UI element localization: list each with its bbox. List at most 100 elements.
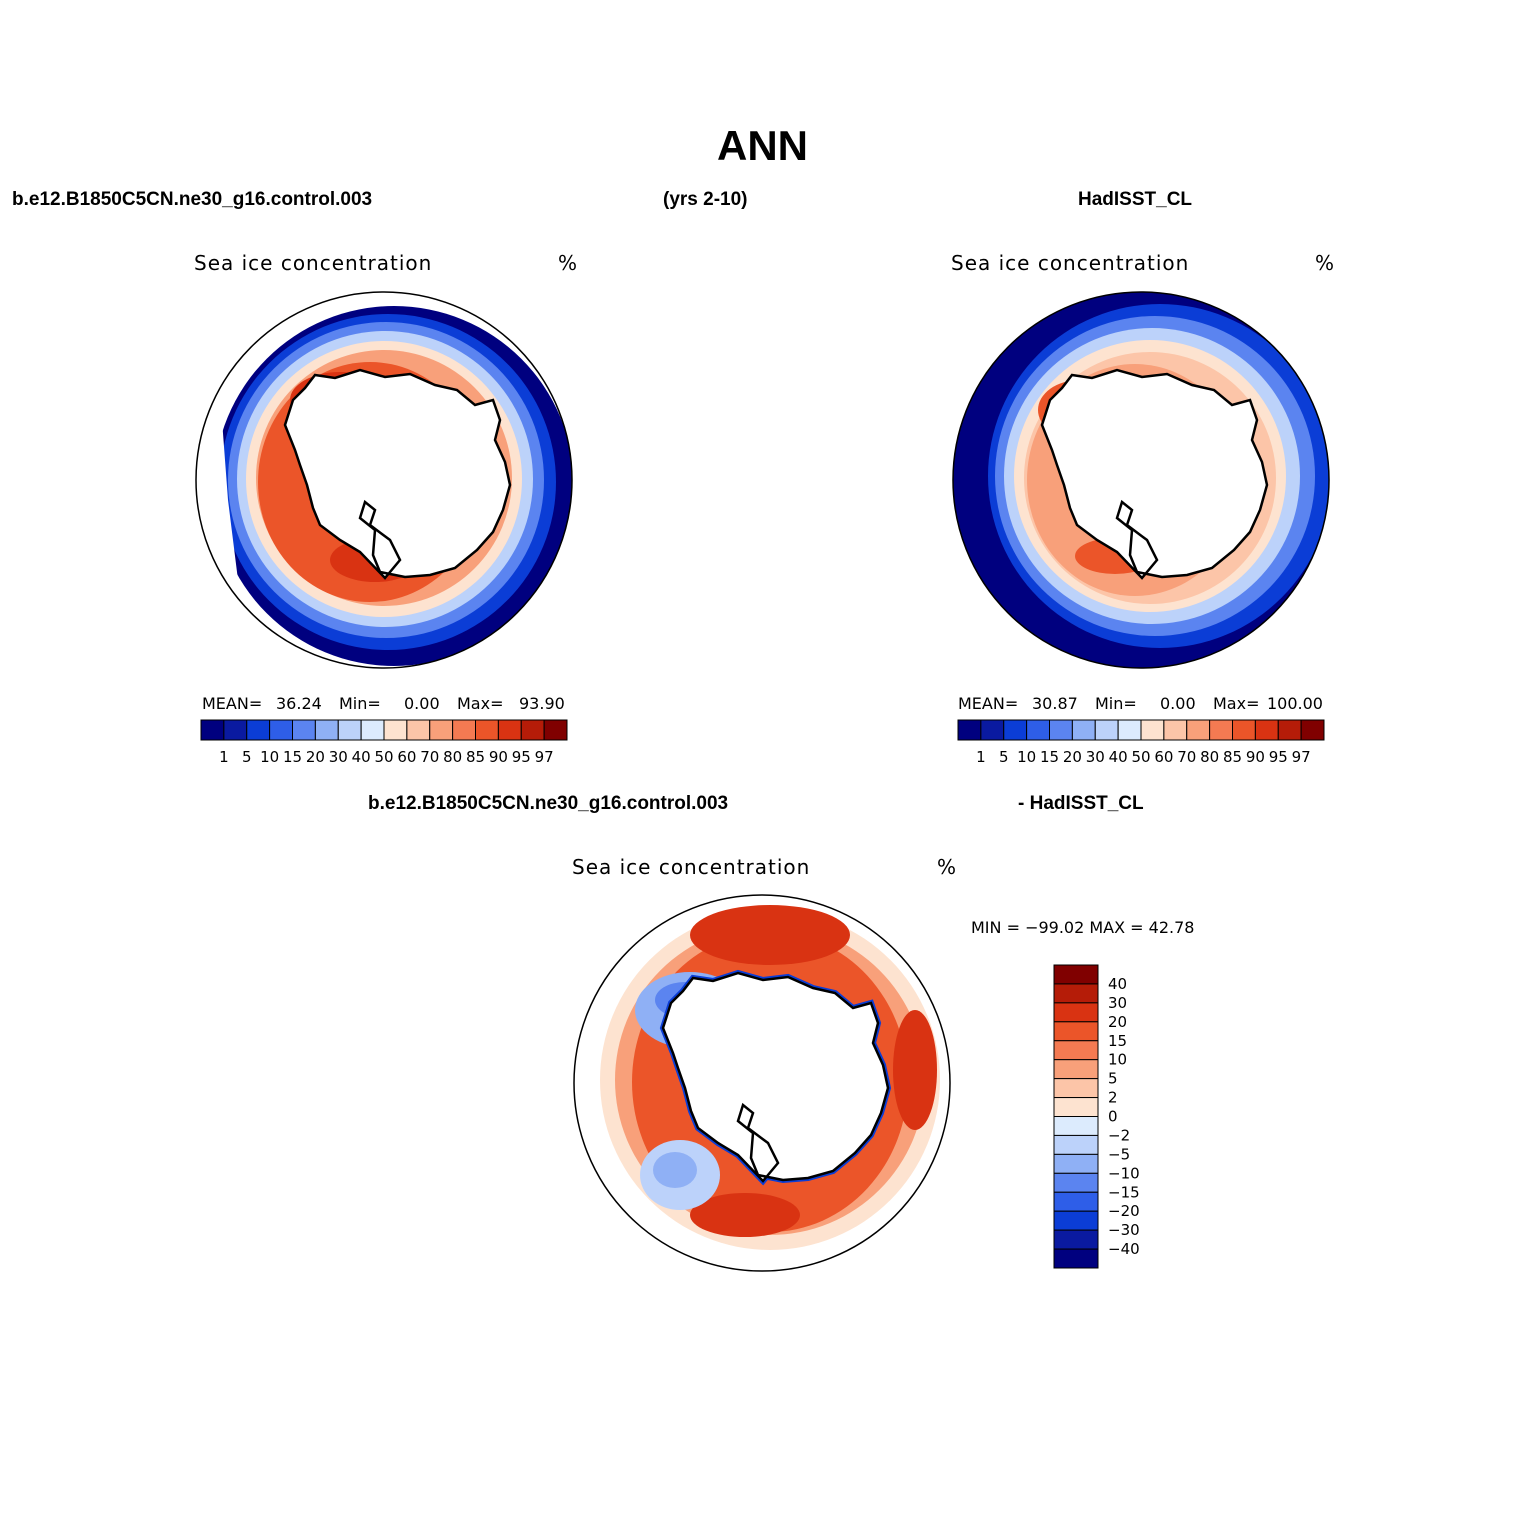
obs-min-value: 0.00 <box>1160 694 1196 713</box>
model-max-label: Max= <box>457 694 504 713</box>
obs-max-label: Max= <box>1213 694 1260 713</box>
model-colorbar-label: 97 <box>535 748 554 766</box>
obs-panel-units: % <box>1315 251 1336 275</box>
diff-colorbar-swatch <box>1053 1229 1099 1250</box>
model-colorbar-swatch <box>314 719 339 741</box>
model-colorbar-label: 40 <box>352 748 371 766</box>
obs-max-value: 100.00 <box>1267 694 1323 713</box>
model-colorbar-label: 1 <box>219 748 229 766</box>
model-colorbar-swatch <box>292 719 316 741</box>
model-colorbar-swatch <box>475 719 499 741</box>
diff-colorbar-label: 20 <box>1108 1013 1127 1031</box>
diff-colorbar-swatch <box>1053 983 1099 1004</box>
model-map <box>196 292 572 668</box>
obs-colorbar-label: 50 <box>1131 748 1150 766</box>
model-colorbar-label: 15 <box>283 748 302 766</box>
obs-colorbar-label: 90 <box>1246 748 1265 766</box>
obs-colorbar-label: 60 <box>1154 748 1173 766</box>
diff-colorbar-label: 2 <box>1108 1089 1118 1107</box>
diff-map-outline <box>573 894 951 1272</box>
model-colorbar-swatch <box>360 719 385 741</box>
obs-colorbar: 1 5 10 15 20 30 40 50 60 70 80 85 90 95 97 <box>957 719 1325 766</box>
obs-colorbar-label: 97 <box>1292 748 1311 766</box>
obs-colorbar-swatch <box>1117 719 1142 741</box>
model-colorbar: 1 5 10 15 20 30 40 50 60 70 80 85 90 95 97 <box>200 719 568 766</box>
diff-colorbar-swatch <box>1053 1210 1099 1231</box>
obs-colorbar-swatch <box>1094 719 1119 741</box>
diff-colorbar-label: −20 <box>1108 1202 1140 1220</box>
model-colorbar-swatch <box>337 719 362 741</box>
model-colorbar-swatch <box>269 719 293 741</box>
model-colorbar-swatch <box>520 719 545 741</box>
diff-minmax-label: MIN = −99.02 MAX = 42.78 <box>971 918 1195 937</box>
model-panel-units: % <box>558 251 579 275</box>
model-max-value: 93.90 <box>519 694 565 713</box>
diff-colorbar-label: 30 <box>1108 994 1127 1012</box>
obs-colorbar-swatch <box>1277 719 1302 741</box>
model-mean-value: 36.24 <box>276 694 322 713</box>
diff-case-label: b.e12.B1850C5CN.ne30_g16.control.003 <box>368 793 729 814</box>
model-min-label: Min= <box>339 694 381 713</box>
obs-colorbar-label: 70 <box>1177 748 1196 766</box>
obs-colorbar-swatch <box>1209 719 1233 741</box>
obs-colorbar-swatch <box>1254 719 1279 741</box>
diff-colorbar-swatch <box>1053 1134 1099 1155</box>
obs-colorbar-label: 1 <box>976 748 986 766</box>
diff-colorbar-label: −5 <box>1108 1145 1130 1163</box>
obs-colorbar-label: 15 <box>1040 748 1059 766</box>
diff-colorbar-swatch <box>1053 1116 1099 1136</box>
diff-colorbar-label: −40 <box>1108 1240 1140 1258</box>
obs-colorbar-label: 5 <box>999 748 1009 766</box>
model-colorbar-swatch <box>429 719 454 741</box>
diff-panel-units: % <box>937 855 958 879</box>
diff-colorbar-label: −2 <box>1108 1126 1130 1144</box>
model-colorbar-swatch <box>200 719 225 741</box>
obs-colorbar-swatch <box>1071 719 1096 741</box>
model-colorbar-swatch <box>246 719 271 741</box>
years-label: (yrs 2-10) <box>663 189 748 210</box>
top-right-case-label: HadISST_CL <box>1078 189 1193 210</box>
diff-colorbar-swatch <box>1053 1021 1099 1042</box>
diff-colorbar-swatch <box>1053 1248 1099 1269</box>
figure-title: ANN <box>717 122 808 169</box>
model-colorbar-label: 60 <box>397 748 416 766</box>
model-colorbar-label: 90 <box>489 748 508 766</box>
model-colorbar-label: 85 <box>466 748 485 766</box>
diff-colorbar-label: −30 <box>1108 1221 1140 1239</box>
obs-mean-label: MEAN= <box>958 694 1019 713</box>
obs-map <box>953 292 1329 668</box>
top-left-case-label: b.e12.B1850C5CN.ne30_g16.control.003 <box>12 189 373 210</box>
obs-colorbar-label: 10 <box>1017 748 1036 766</box>
obs-colorbar-label: 85 <box>1223 748 1242 766</box>
obs-mean-value: 30.87 <box>1032 694 1078 713</box>
model-colorbar-label: 70 <box>420 748 439 766</box>
diff-colorbar-label: 40 <box>1108 975 1127 993</box>
obs-colorbar-swatch <box>980 719 1005 741</box>
diff-colorbar-swatch <box>1053 964 1099 985</box>
obs-colorbar-swatch <box>1049 719 1073 741</box>
model-colorbar-label: 30 <box>329 748 348 766</box>
diff-colorbar-swatch <box>1053 1002 1099 1023</box>
model-colorbar-label: 80 <box>443 748 462 766</box>
diff-colorbar-label: 15 <box>1108 1032 1127 1050</box>
diff-colorbar-label: −10 <box>1108 1164 1140 1182</box>
model-colorbar-label: 5 <box>242 748 252 766</box>
obs-colorbar-label: 30 <box>1086 748 1105 766</box>
model-colorbar-swatch <box>497 719 522 741</box>
obs-colorbar-label: 20 <box>1063 748 1082 766</box>
obs-colorbar-swatch <box>1186 719 1211 741</box>
diff-minus-label: - HadISST_CL <box>1018 793 1144 814</box>
diff-colorbar-swatch <box>1053 1078 1099 1099</box>
obs-min-label: Min= <box>1095 694 1137 713</box>
obs-colorbar-label: 80 <box>1200 748 1219 766</box>
diff-colorbar-swatch <box>1053 1153 1099 1174</box>
obs-map-outline <box>952 291 1330 669</box>
obs-colorbar-swatch <box>1232 719 1256 741</box>
obs-colorbar-swatch <box>957 719 982 741</box>
diff-panel-title: Sea ice concentration <box>572 855 811 879</box>
diff-map <box>574 895 950 1271</box>
model-min-value: 0.00 <box>404 694 440 713</box>
obs-colorbar-swatch <box>1003 719 1028 741</box>
